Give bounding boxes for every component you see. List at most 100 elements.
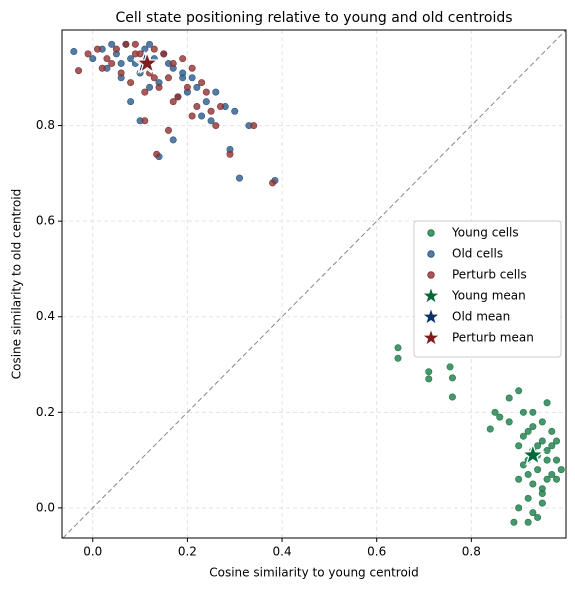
x-axis-title: Cosine similarity to young centroid bbox=[209, 566, 419, 580]
point bbox=[153, 150, 161, 158]
point bbox=[515, 387, 523, 395]
legend-label: Young mean bbox=[451, 289, 526, 303]
point bbox=[529, 480, 537, 488]
y-tick-label: 0.0 bbox=[36, 500, 55, 514]
point bbox=[446, 363, 454, 371]
point bbox=[141, 117, 149, 125]
point bbox=[515, 442, 523, 450]
point bbox=[548, 427, 556, 435]
point bbox=[543, 475, 551, 483]
point bbox=[538, 499, 546, 507]
point bbox=[543, 456, 551, 464]
point bbox=[269, 179, 277, 187]
point bbox=[188, 64, 196, 72]
point bbox=[394, 354, 402, 362]
point bbox=[127, 55, 135, 63]
point bbox=[127, 79, 135, 87]
point bbox=[202, 88, 210, 96]
y-tick-label: 0.8 bbox=[36, 118, 55, 132]
point bbox=[448, 393, 456, 401]
point bbox=[193, 83, 201, 91]
point bbox=[146, 40, 154, 48]
point bbox=[112, 45, 120, 53]
point bbox=[202, 98, 210, 106]
legend-marker bbox=[423, 330, 439, 345]
point bbox=[524, 494, 532, 502]
point bbox=[553, 437, 561, 445]
point bbox=[169, 98, 177, 106]
point bbox=[524, 518, 532, 526]
point bbox=[207, 107, 215, 115]
point bbox=[188, 112, 196, 120]
point bbox=[524, 470, 532, 478]
point bbox=[164, 126, 172, 134]
legend-label: Old mean bbox=[452, 310, 510, 324]
legend-box bbox=[413, 220, 562, 358]
mean-marker bbox=[520, 442, 546, 466]
point bbox=[103, 55, 111, 63]
point bbox=[183, 83, 191, 91]
point bbox=[226, 150, 234, 158]
point bbox=[127, 98, 135, 106]
chart-title: Cell state positioning relative to young… bbox=[115, 10, 512, 26]
x-tick-label: 0.0 bbox=[83, 545, 102, 559]
point bbox=[150, 74, 158, 82]
point bbox=[179, 55, 187, 63]
point bbox=[448, 374, 456, 382]
x-tick-label: 0.6 bbox=[367, 545, 386, 559]
point bbox=[519, 408, 527, 416]
point bbox=[505, 394, 513, 402]
point bbox=[150, 45, 158, 53]
point bbox=[179, 74, 187, 82]
point bbox=[515, 475, 523, 483]
point bbox=[519, 432, 527, 440]
point bbox=[70, 48, 78, 56]
point bbox=[212, 88, 220, 96]
point bbox=[108, 40, 116, 48]
point bbox=[543, 447, 551, 455]
legend-marker bbox=[427, 229, 435, 237]
point bbox=[529, 423, 537, 431]
y-axis-title: Cosine similarity to old centroid bbox=[10, 189, 24, 380]
point bbox=[529, 509, 537, 517]
point bbox=[198, 112, 206, 120]
point bbox=[425, 375, 433, 383]
diagonal-line bbox=[62, 29, 567, 539]
point bbox=[169, 59, 177, 67]
point bbox=[169, 136, 177, 144]
point bbox=[122, 40, 130, 48]
point bbox=[557, 466, 565, 474]
point bbox=[524, 427, 532, 435]
point bbox=[193, 102, 201, 110]
point bbox=[75, 67, 83, 75]
point bbox=[538, 485, 546, 493]
point bbox=[534, 466, 542, 474]
point bbox=[538, 437, 546, 445]
point bbox=[117, 59, 125, 67]
point bbox=[235, 174, 243, 182]
point bbox=[207, 117, 215, 125]
point bbox=[108, 59, 116, 67]
point bbox=[394, 344, 402, 352]
point bbox=[89, 55, 97, 63]
x-tick-label: 0.4 bbox=[273, 545, 292, 559]
point bbox=[538, 418, 546, 426]
point bbox=[519, 461, 527, 469]
point bbox=[131, 40, 139, 48]
legend-marker bbox=[427, 250, 435, 258]
point bbox=[93, 45, 101, 53]
point bbox=[174, 93, 182, 101]
point bbox=[155, 83, 163, 91]
point bbox=[496, 413, 504, 421]
legend-label: Perturb mean bbox=[452, 331, 534, 345]
x-tick-label: 0.2 bbox=[178, 545, 197, 559]
point bbox=[141, 88, 149, 96]
point bbox=[529, 408, 537, 416]
point bbox=[146, 83, 154, 91]
point bbox=[198, 79, 206, 87]
point bbox=[250, 122, 258, 130]
point bbox=[212, 122, 220, 130]
legend-label: Young cells bbox=[451, 226, 519, 240]
y-tick-label: 0.2 bbox=[36, 405, 55, 419]
